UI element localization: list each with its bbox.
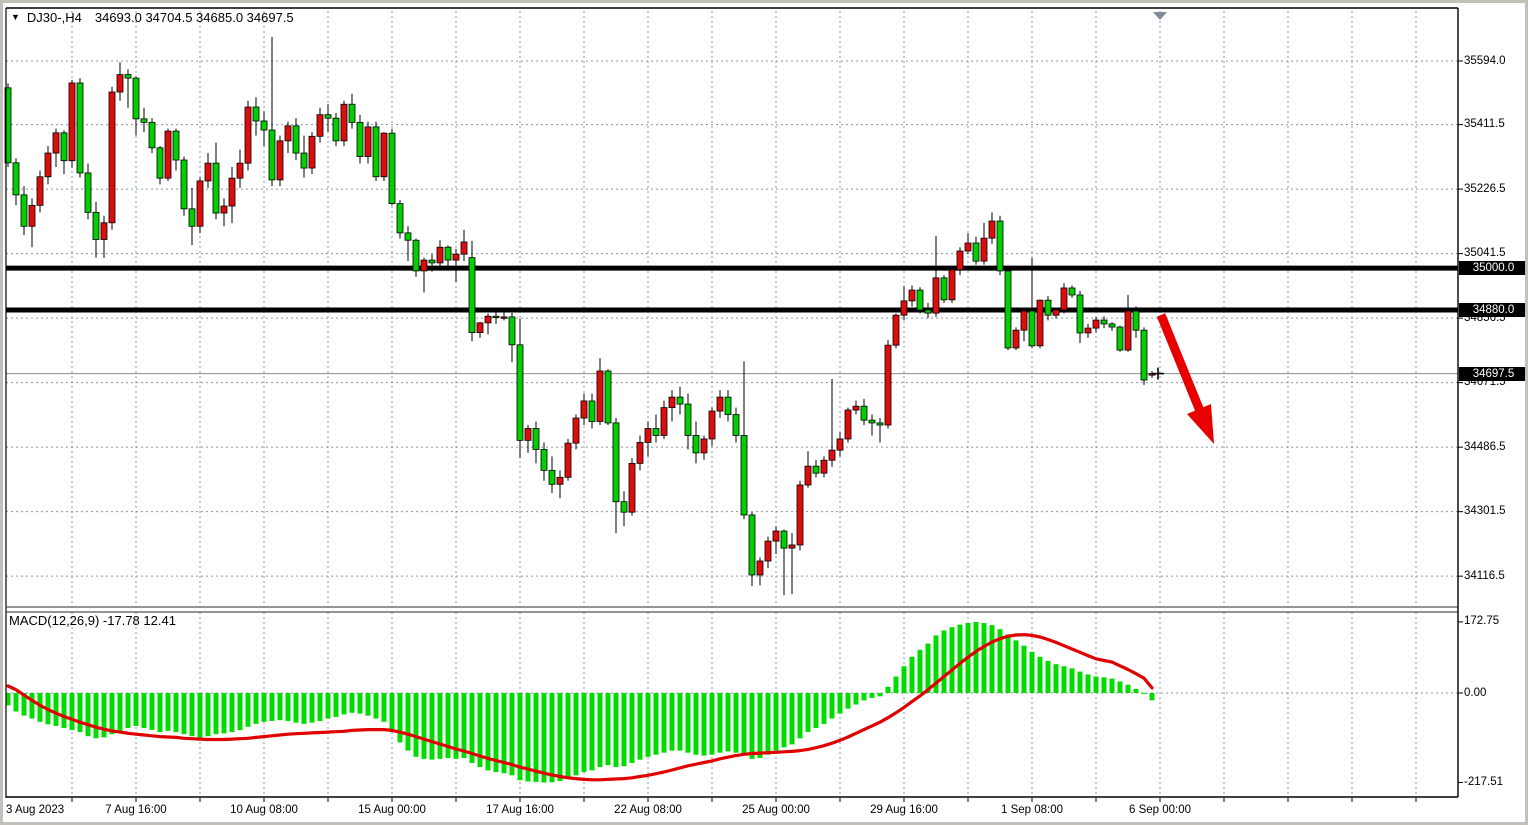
current-price-marker-icon — [1152, 367, 1164, 380]
price-axis-label: 35411.5 — [1464, 118, 1505, 131]
time-axis-label: 6 Sep 00:00 — [1128, 804, 1192, 816]
chart-title: ▼ DJ30-,H4 34693.0 34704.5 34685.0 34697… — [11, 10, 294, 25]
price-axis-label: 34301.5 — [1464, 505, 1506, 518]
time-axis-label: 22 Aug 08:00 — [614, 804, 682, 816]
time-axis-label: 17 Aug 16:00 — [486, 804, 554, 816]
price-axis-label: 35594.0 — [1464, 54, 1506, 67]
price-axis-label: 34116.5 — [1464, 569, 1505, 582]
grid — [6, 11, 1458, 796]
shift-marker-icon[interactable] — [1153, 12, 1167, 20]
macd-axis-label: 172.75 — [1464, 615, 1500, 628]
time-axis-label: 25 Aug 00:00 — [742, 804, 810, 816]
macd-signal-line — [6, 632, 1154, 782]
price-badge: 35000.0 — [1459, 261, 1525, 276]
time-axis-label: 1 Sep 08:00 — [1000, 804, 1064, 816]
chart-title-symbol: DJ30-,H4 — [26, 10, 82, 25]
macd-axis-label: -217.51 — [1464, 776, 1504, 788]
panel-frame — [5, 7, 1463, 802]
trend-arrow[interactable] — [1156, 313, 1214, 444]
macd-histogram — [5, 621, 1155, 783]
macd-axis-label: 0.00 — [1464, 686, 1487, 699]
price-axis-label: 35041.5 — [1464, 247, 1506, 260]
time-axis-label: 29 Aug 16:00 — [870, 804, 938, 816]
time-axis-label: 3 Aug 2023 — [6, 804, 65, 816]
macd-panel-label: MACD(12,26,9) -17.78 12.41 — [9, 613, 176, 628]
chart-canvas[interactable] — [3, 3, 1528, 825]
price-badge: 34697.5 — [1459, 366, 1525, 381]
price-badge: 34880.0 — [1459, 302, 1525, 317]
price-axis-label: 35226.5 — [1464, 182, 1506, 195]
time-axis-label: 7 Aug 16:00 — [105, 804, 167, 816]
chart-title-quote: 34693.0 34704.5 34685.0 34697.5 — [94, 10, 294, 25]
time-axis-label: 15 Aug 00:00 — [358, 804, 426, 816]
symbol-dropdown-icon[interactable]: ▼ — [11, 12, 20, 22]
time-axis-label: 10 Aug 08:00 — [230, 804, 298, 816]
horizontal-level-lines[interactable] — [6, 265, 1458, 313]
price-axis-label: 34486.5 — [1464, 440, 1506, 453]
candlestick-series — [4, 36, 1156, 596]
